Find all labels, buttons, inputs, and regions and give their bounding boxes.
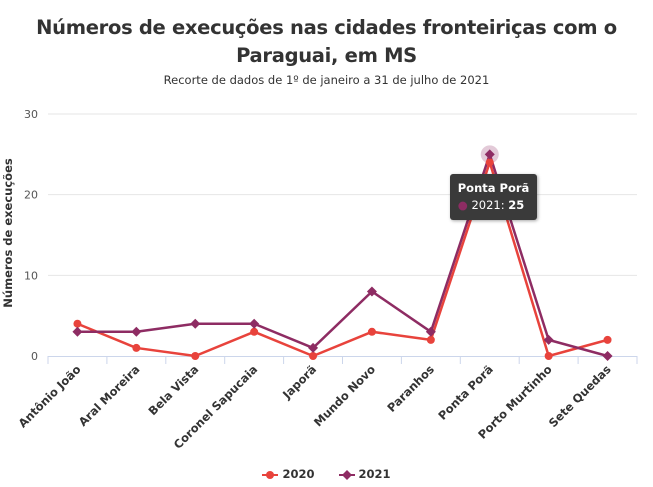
series-group (72, 145, 613, 361)
data-point-2020[interactable] (73, 319, 82, 328)
data-point-2020[interactable] (191, 352, 200, 360)
data-point-2021[interactable] (308, 342, 319, 353)
data-point-2020[interactable] (367, 327, 376, 336)
data-point-2020[interactable] (250, 327, 259, 336)
y-tick-label: 0 (31, 350, 38, 363)
y-tick-label: 10 (24, 269, 38, 282)
tooltip-title: Ponta Porã (457, 181, 530, 196)
legend-item-2021[interactable]: 2021 (338, 467, 391, 481)
x-tick-label: Paranhos (384, 362, 437, 415)
tooltip-series-name: 2021 (471, 198, 501, 213)
tooltip-value: 25 (508, 198, 525, 213)
y-axis-label: Números de execuções (1, 158, 15, 308)
x-tick-label: Ponta Porã (435, 362, 495, 422)
x-tick-label: Sete Quedas (546, 362, 614, 430)
data-point-2021[interactable] (249, 318, 260, 329)
chart-subtitle: Recorte de dados de 1º de janeiro a 31 d… (163, 73, 490, 87)
grid-lines (48, 113, 637, 276)
data-point-2021[interactable] (543, 334, 554, 345)
legend-label-2020: 2020 (282, 467, 315, 481)
data-point-2021[interactable] (602, 351, 613, 361)
data-point-2020[interactable] (309, 352, 318, 360)
data-point-2021[interactable] (131, 326, 142, 337)
x-axis (47, 356, 638, 364)
x-tick-label: Japorã (279, 362, 319, 402)
data-point-2020[interactable] (485, 158, 494, 167)
legend-swatch-2020 (262, 470, 279, 479)
data-point-2021[interactable] (425, 326, 436, 337)
series-line-2021 (77, 153, 608, 358)
chart-title: Números de execuções nas cidades frontei… (36, 16, 617, 67)
x-tick-label: Bela Vista (145, 362, 201, 418)
data-point-2021[interactable] (72, 326, 83, 337)
data-point-2020[interactable] (132, 343, 141, 352)
data-point-2020[interactable] (603, 335, 612, 344)
legend: 2020 2021 (0, 467, 653, 481)
data-point-2021[interactable] (190, 318, 201, 329)
data-point-2021[interactable] (484, 149, 495, 160)
legend-swatch-2021 (338, 469, 355, 480)
y-axis-ticks: 0 10 20 30 (24, 108, 38, 363)
series-line-2020 (76, 161, 608, 358)
data-point-2021[interactable] (366, 286, 377, 297)
x-tick-label: Antônio João (15, 362, 83, 430)
x-tick-label: Aral Moreira (76, 362, 143, 429)
tooltip-marker: ● (457, 198, 468, 213)
tooltip: Ponta Porã ● 2021: 25 (449, 174, 538, 221)
y-tick-label: 30 (24, 108, 38, 121)
y-tick-label: 20 (24, 189, 38, 202)
data-point-2020[interactable] (544, 352, 553, 360)
legend-item-2020[interactable]: 2020 (262, 467, 314, 481)
legend-label-2021: 2021 (358, 467, 391, 481)
x-tick-label: Mundo Novo (311, 362, 378, 429)
tooltip-row: ● 2021: 25 (457, 198, 525, 213)
data-point-2020[interactable] (426, 335, 435, 344)
